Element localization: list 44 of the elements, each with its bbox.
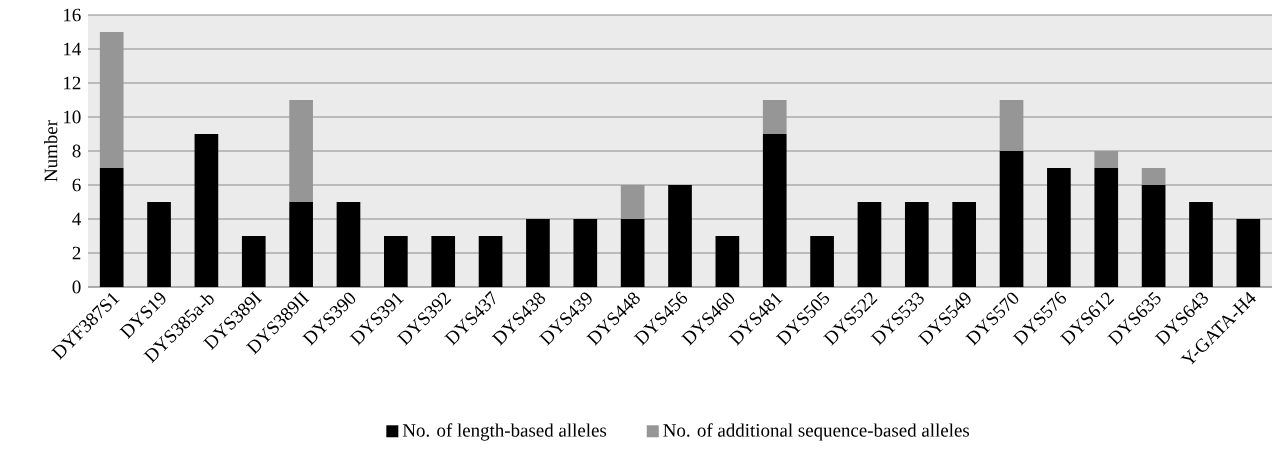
- y-tick-label: 10: [64, 110, 81, 124]
- legend-label: No. of length-based alleles: [402, 423, 607, 441]
- bar: [147, 202, 171, 287]
- bar: [1141, 168, 1166, 185]
- legend-label: No. of additional sequence-based alleles: [663, 423, 970, 441]
- y-tick-label: 2: [72, 246, 81, 260]
- bar: [952, 202, 977, 287]
- y-tick-label: 14: [64, 42, 82, 56]
- bar: [620, 185, 645, 219]
- y-axis-title: Number: [44, 120, 58, 182]
- bar: [384, 236, 408, 287]
- y-tick-label: 12: [64, 76, 81, 90]
- bar: [762, 100, 787, 134]
- y-tick-label: 4: [72, 212, 82, 226]
- bar: [620, 219, 645, 287]
- bar: [1047, 168, 1071, 287]
- bar: [1236, 219, 1261, 287]
- bar: [478, 236, 503, 287]
- bar: [904, 202, 929, 287]
- bar: [99, 168, 124, 287]
- y-tick-label: 6: [72, 178, 81, 192]
- bar: [857, 202, 882, 287]
- bar: [1094, 168, 1119, 287]
- bar: [1094, 151, 1119, 168]
- bar: [999, 100, 1024, 151]
- bar: [573, 219, 598, 287]
- bar: [715, 236, 740, 287]
- bar: [336, 202, 361, 287]
- bar: [668, 185, 692, 287]
- bar: [241, 236, 266, 287]
- bar: [762, 134, 787, 287]
- bar: [194, 134, 219, 287]
- y-tick-label: 8: [72, 144, 81, 158]
- bar: [999, 151, 1024, 287]
- bar: [1189, 202, 1213, 287]
- bar: [99, 32, 124, 168]
- bar: [289, 100, 313, 202]
- bar: [1141, 185, 1166, 287]
- bar: [289, 202, 313, 287]
- y-tick-label: 0: [72, 280, 81, 294]
- y-tick-label: 16: [64, 8, 81, 22]
- bar: [526, 219, 550, 287]
- bar: [810, 236, 834, 287]
- bar: [431, 236, 456, 287]
